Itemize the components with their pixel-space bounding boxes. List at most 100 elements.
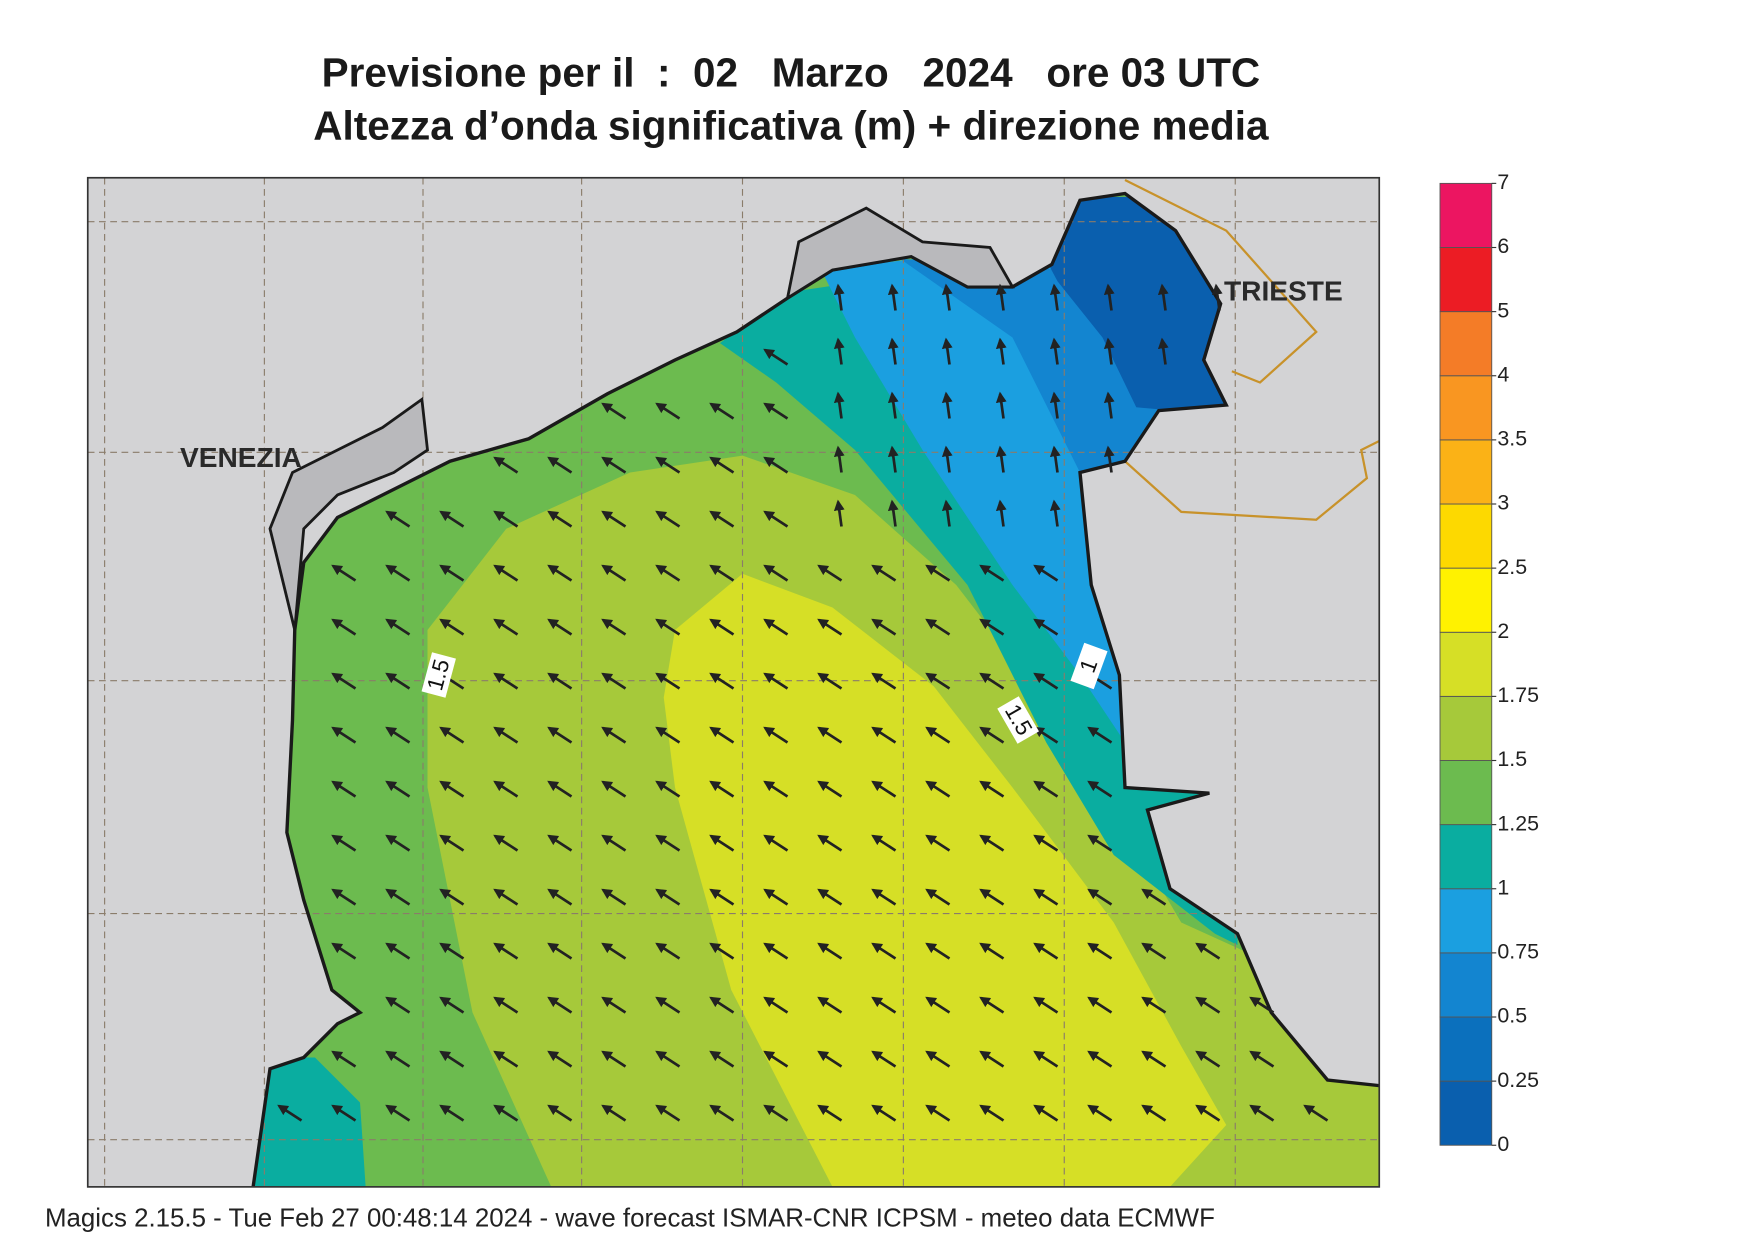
colorbar-label: 4: [1497, 362, 1509, 386]
arrow: [277, 1104, 303, 1122]
arrow: [763, 672, 789, 690]
arrow: [439, 1104, 465, 1122]
arrow: [1141, 996, 1167, 1014]
arrow: [655, 834, 681, 852]
arrow: [995, 499, 1007, 527]
arrow: [763, 942, 789, 960]
grid-lines: [87, 177, 1380, 1187]
arrow: [925, 1104, 951, 1122]
arrow: [1141, 942, 1167, 960]
arrow: [547, 726, 573, 744]
arrow: [925, 618, 951, 636]
arrow: [547, 456, 573, 474]
arrow: [709, 942, 735, 960]
arrow: [709, 1104, 735, 1122]
place-label: TRIESTE: [1224, 275, 1343, 306]
arrow: [817, 618, 843, 636]
arrow: [655, 780, 681, 798]
arrow: [871, 564, 897, 582]
contour-label: 1.5: [421, 652, 456, 698]
arrow: [925, 726, 951, 744]
contour-label-box: [1070, 642, 1108, 690]
arrow: [709, 510, 735, 528]
arrow: [655, 456, 681, 474]
arrow: [833, 445, 845, 473]
arrow: [709, 726, 735, 744]
arrow: [601, 942, 627, 960]
colorbar-band: [1439, 182, 1493, 248]
arrow: [887, 337, 899, 365]
arrow: [601, 510, 627, 528]
arrow: [979, 996, 1005, 1014]
arrow: [979, 618, 1005, 636]
arrow: [547, 510, 573, 528]
arrow: [995, 337, 1007, 365]
graticule: [87, 177, 1380, 1187]
arrow: [385, 726, 411, 744]
arrow: [1033, 564, 1059, 582]
arrow: [439, 564, 465, 582]
colorbar-label: 6: [1497, 234, 1509, 258]
arrow: [1033, 1104, 1059, 1122]
arrow: [817, 564, 843, 582]
arrow: [439, 618, 465, 636]
arrow: [833, 499, 845, 527]
arrow: [709, 996, 735, 1014]
arrow: [763, 996, 789, 1014]
arrow: [925, 780, 951, 798]
arrow: [1033, 672, 1059, 690]
arrow: [925, 942, 951, 960]
arrow: [1033, 942, 1059, 960]
arrow: [655, 996, 681, 1014]
arrow: [995, 391, 1007, 419]
arrow: [887, 499, 899, 527]
arrow: [655, 510, 681, 528]
colorbar-band: [1439, 567, 1493, 633]
arrow: [439, 942, 465, 960]
arrow: [925, 834, 951, 852]
arrow: [547, 834, 573, 852]
arrow: [979, 564, 1005, 582]
arrow: [1211, 283, 1223, 311]
arrow: [925, 1050, 951, 1068]
arrow: [331, 780, 357, 798]
arrow: [709, 618, 735, 636]
arrow: [1049, 499, 1061, 527]
arrow: [655, 564, 681, 582]
arrow: [439, 1050, 465, 1068]
arrow: [655, 1050, 681, 1068]
colorbar-band: [1439, 375, 1493, 441]
colorbar-band: [1439, 888, 1493, 954]
arrow: [1249, 996, 1275, 1014]
arrow: [871, 672, 897, 690]
arrow: [439, 726, 465, 744]
arrow: [1141, 1050, 1167, 1068]
contour-label: 1: [1070, 642, 1108, 690]
colorbar-band: [1439, 1016, 1493, 1082]
footer: Magics 2.15.5 - Tue Feb 27 00:48:14 2024…: [45, 1204, 1215, 1232]
arrow: [833, 283, 845, 311]
arrow: [1049, 445, 1061, 473]
arrow: [887, 391, 899, 419]
arrow: [1087, 1104, 1113, 1122]
arrow: [1087, 1050, 1113, 1068]
arrow: [601, 1104, 627, 1122]
arrow: [385, 996, 411, 1014]
arrow: [385, 510, 411, 528]
arrow: [763, 888, 789, 906]
arrow: [1303, 1104, 1329, 1122]
arrow: [871, 780, 897, 798]
arrow: [331, 618, 357, 636]
arrow: [493, 780, 519, 798]
arrow: [547, 1050, 573, 1068]
arrow: [871, 1104, 897, 1122]
arrow: [331, 942, 357, 960]
contour-label-box: [997, 696, 1039, 744]
colorbar-band: [1439, 503, 1493, 569]
arrow: [925, 672, 951, 690]
arrow: [817, 834, 843, 852]
colorbar-label: 0.75: [1497, 940, 1539, 964]
wave-direction-arrows: [277, 283, 1329, 1122]
arrow: [817, 1050, 843, 1068]
